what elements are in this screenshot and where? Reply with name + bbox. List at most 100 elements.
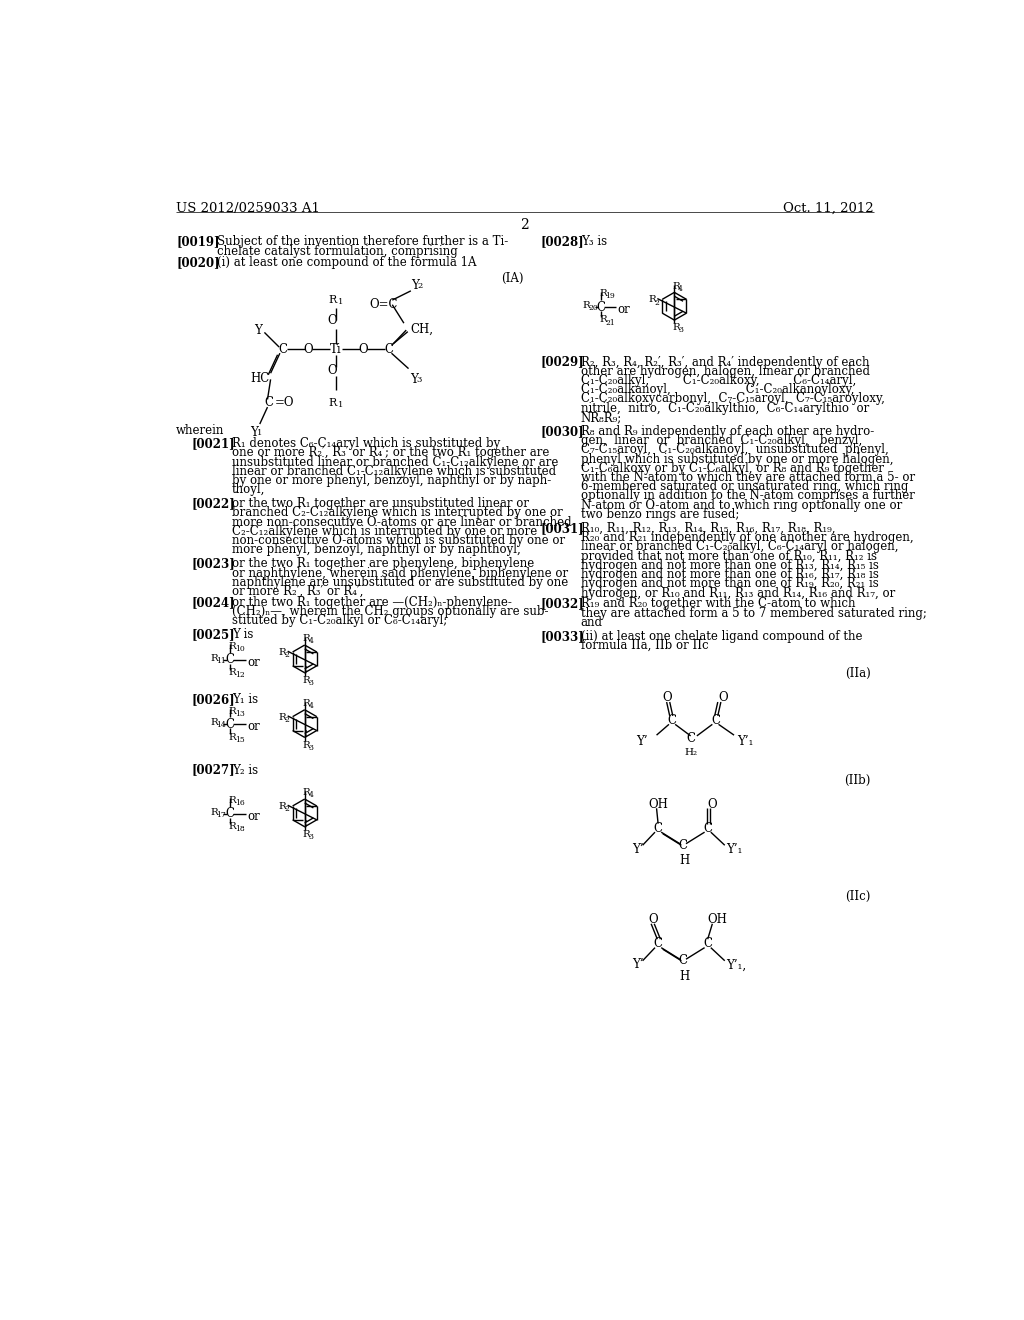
- Text: R: R: [228, 733, 237, 742]
- Text: 16: 16: [234, 799, 245, 807]
- Text: R: R: [302, 741, 310, 750]
- Text: R: R: [648, 296, 655, 305]
- Text: R: R: [228, 822, 237, 832]
- Text: [0032]: [0032]: [541, 597, 584, 610]
- Text: R: R: [583, 301, 590, 310]
- Text: provided that not more than one of R₁₀, R₁₁, R₁₂ is: provided that not more than one of R₁₀, …: [581, 549, 877, 562]
- Text: hydrogen and not more than one of R₁₆, R₁₇, R₁₈ is: hydrogen and not more than one of R₁₆, R…: [581, 568, 879, 581]
- Text: linear or branched C₁-C₁₂alkylene which is substituted: linear or branched C₁-C₁₂alkylene which …: [231, 465, 556, 478]
- Text: one or more R₂′, R₃′ or R₄′; or the two R₁ together are: one or more R₂′, R₃′ or R₄′; or the two …: [231, 446, 549, 459]
- Text: 3: 3: [308, 833, 313, 841]
- Text: Y₁ is: Y₁ is: [231, 693, 258, 706]
- Text: R: R: [210, 718, 218, 727]
- Text: C: C: [264, 396, 273, 409]
- Text: chelate catalyst formulation, comprising: chelate catalyst formulation, comprising: [217, 246, 458, 259]
- Text: C₁-C₂₀alkyl,         C₁-C₂₀alkoxy,         C₆-C₁₄aryl,: C₁-C₂₀alkyl, C₁-C₂₀alkoxy, C₆-C₁₄aryl,: [581, 374, 856, 387]
- Text: unsubstituted linear or branched C₁-C₁₂alkylene or are: unsubstituted linear or branched C₁-C₁₂a…: [231, 455, 558, 469]
- Text: or the two R₁ together are unsubstituted linear or: or the two R₁ together are unsubstituted…: [231, 498, 528, 511]
- Text: 18: 18: [234, 825, 245, 833]
- Text: 3: 3: [308, 678, 313, 686]
- Text: [0022]: [0022]: [191, 498, 236, 511]
- Text: [0030]: [0030]: [541, 425, 584, 438]
- Text: R: R: [302, 830, 310, 838]
- Text: 17: 17: [216, 810, 226, 818]
- Text: R: R: [302, 788, 310, 797]
- Text: [0025]: [0025]: [191, 628, 236, 642]
- Text: Y’₁: Y’₁: [737, 735, 754, 748]
- Text: R: R: [279, 648, 286, 657]
- Text: R: R: [329, 397, 337, 408]
- Text: 4: 4: [308, 792, 313, 800]
- Text: or more R₂′, R₃′ or R₄′,: or more R₂′, R₃′ or R₄′,: [231, 585, 364, 598]
- Text: N-atom or O-atom and to which ring optionally one or: N-atom or O-atom and to which ring optio…: [581, 499, 902, 512]
- Text: ;: ;: [303, 663, 308, 675]
- Text: C: C: [226, 807, 234, 820]
- Text: more non-consecutive O-atoms or are linear or branched: more non-consecutive O-atoms or are line…: [231, 516, 571, 529]
- Text: ;: ;: [303, 816, 308, 829]
- Text: CH,: CH,: [410, 322, 433, 335]
- Text: Y’₁,: Y’₁,: [726, 958, 746, 972]
- Text: C: C: [653, 822, 663, 834]
- Text: gen,  linear  or  branched  C₁-C₂₀alkyl,   benzyl,: gen, linear or branched C₁-C₂₀alkyl, ben…: [581, 434, 862, 447]
- Text: R: R: [228, 668, 237, 677]
- Text: R₂₀ and R₂₁ independently of one another are hydrogen,: R₂₀ and R₂₁ independently of one another…: [581, 531, 913, 544]
- Text: naphthylene are unsubstituted or are substituted by one: naphthylene are unsubstituted or are sub…: [231, 576, 568, 589]
- Text: or: or: [248, 810, 260, 822]
- Text: (IIb): (IIb): [844, 775, 870, 788]
- Text: 2: 2: [285, 805, 290, 813]
- Text: R: R: [672, 281, 680, 290]
- Text: with the N-atom to which they are attached form a 5- or: with the N-atom to which they are attach…: [581, 471, 914, 484]
- Text: 10: 10: [234, 645, 245, 653]
- Text: R: R: [210, 808, 218, 817]
- Text: O: O: [328, 364, 338, 378]
- Text: two benzo rings are fused;: two benzo rings are fused;: [581, 508, 739, 521]
- Text: non-consecutive O-atoms which is substituted by one or: non-consecutive O-atoms which is substit…: [231, 535, 565, 548]
- Text: Oct. 11, 2012: Oct. 11, 2012: [783, 202, 873, 215]
- Text: ;: ;: [303, 726, 308, 739]
- Text: 1: 1: [257, 429, 262, 437]
- Text: [0023]: [0023]: [191, 557, 236, 570]
- Text: R: R: [672, 323, 680, 333]
- Text: H₂: H₂: [684, 748, 697, 758]
- Text: R: R: [599, 315, 607, 325]
- Text: [0033]: [0033]: [541, 630, 584, 643]
- Text: 15: 15: [234, 737, 245, 744]
- Text: Y: Y: [411, 279, 419, 292]
- Text: Ti: Ti: [330, 343, 342, 356]
- Text: C: C: [596, 301, 605, 314]
- Text: Y: Y: [410, 374, 418, 387]
- Text: 11: 11: [216, 656, 226, 664]
- Text: Y₂ is: Y₂ is: [231, 763, 258, 776]
- Text: 13: 13: [234, 710, 245, 718]
- Text: Y₃ is: Y₃ is: [581, 235, 607, 248]
- Text: Y’₁: Y’₁: [726, 843, 742, 855]
- Text: or: or: [248, 656, 260, 669]
- Text: 4: 4: [308, 702, 313, 710]
- Text: C: C: [711, 714, 720, 727]
- Text: [0028]: [0028]: [541, 235, 584, 248]
- Text: R₂, R₃, R₄, R₂′, R₃′, and R₄′ independently of each: R₂, R₃, R₄, R₂′, R₃′, and R₄′ independen…: [581, 355, 869, 368]
- Text: more phenyl, benzoyl, naphthyl or by naphthoyl,: more phenyl, benzoyl, naphthyl or by nap…: [231, 544, 520, 557]
- Text: R₁ denotes C₆-C₁₄aryl which is substituted by: R₁ denotes C₆-C₁₄aryl which is substitut…: [231, 437, 500, 450]
- Text: (CH₂)ₙ—, wherein the CH₂ groups optionally are sub-: (CH₂)ₙ—, wherein the CH₂ groups optional…: [231, 605, 548, 618]
- Text: C: C: [226, 718, 234, 731]
- Text: R: R: [279, 713, 286, 722]
- Text: 6-membered saturated or unsaturated ring, which ring: 6-membered saturated or unsaturated ring…: [581, 480, 908, 494]
- Text: C: C: [703, 937, 713, 950]
- Text: (i) at least one compound of the formula 1A: (i) at least one compound of the formula…: [217, 256, 476, 269]
- Text: R₁₉ and R₂₀ together with the C-atom to which: R₁₉ and R₂₀ together with the C-atom to …: [581, 597, 855, 610]
- Text: 2: 2: [417, 281, 422, 289]
- Text: [0029]: [0029]: [541, 355, 584, 368]
- Text: C: C: [686, 733, 695, 746]
- Text: linear or branched C₁-C₂₀alkyl, C₆-C₁₄aryl or halogen,: linear or branched C₁-C₂₀alkyl, C₆-C₁₄ar…: [581, 540, 898, 553]
- Text: optionally in addition to the N-atom comprises a further: optionally in addition to the N-atom com…: [581, 490, 914, 503]
- Text: C: C: [678, 838, 687, 851]
- Text: C₁-C₆alkoxy or by C₁-C₆alkyl, or R₈ and R₉ together: C₁-C₆alkoxy or by C₁-C₆alkyl, or R₈ and …: [581, 462, 884, 475]
- Text: C: C: [703, 822, 713, 834]
- Text: wherein: wherein: [176, 424, 224, 437]
- Text: (IIa): (IIa): [845, 667, 870, 680]
- Text: phenyl which is substituted by one or more halogen,: phenyl which is substituted by one or mo…: [581, 453, 893, 466]
- Text: R: R: [302, 635, 310, 643]
- Text: or naphthylene, wherein said phenylene, biphenylene or: or naphthylene, wherein said phenylene, …: [231, 566, 568, 579]
- Text: or the two R₁ together are phenylene, biphenylene: or the two R₁ together are phenylene, bi…: [231, 557, 535, 570]
